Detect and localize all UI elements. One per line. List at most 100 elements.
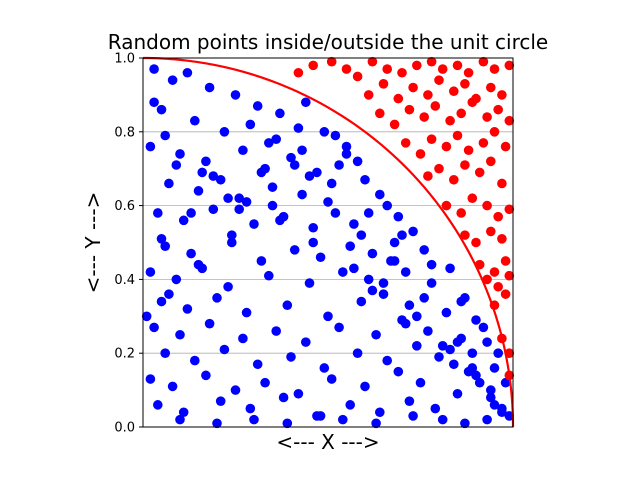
data-point	[497, 90, 507, 100]
data-point	[400, 267, 411, 277]
data-point	[426, 278, 437, 288]
data-point	[245, 403, 256, 414]
data-point	[208, 171, 219, 181]
data-point	[456, 208, 467, 218]
data-point	[423, 326, 433, 336]
data-point	[363, 90, 374, 100]
data-point	[315, 252, 326, 263]
data-point	[260, 377, 270, 388]
data-point	[204, 82, 215, 93]
data-point	[289, 160, 300, 170]
data-point	[178, 407, 189, 418]
data-point	[500, 377, 511, 388]
data-point	[190, 355, 200, 366]
data-point	[419, 245, 430, 255]
data-point	[160, 348, 170, 359]
data-point	[456, 108, 467, 119]
data-point	[349, 219, 359, 229]
data-point	[382, 64, 393, 74]
data-point	[367, 248, 378, 259]
data-point	[252, 101, 263, 111]
data-point	[363, 274, 374, 285]
data-point	[230, 90, 241, 100]
data-point	[264, 138, 274, 148]
data-point	[286, 152, 296, 163]
data-point	[441, 307, 452, 318]
data-point	[478, 322, 489, 333]
y-tick-label: 0.2	[114, 347, 135, 362]
data-point	[504, 60, 515, 71]
data-point	[352, 348, 363, 359]
data-point	[249, 414, 259, 425]
data-point	[489, 64, 500, 74]
data-point	[367, 285, 378, 296]
data-point	[500, 289, 511, 299]
data-point	[167, 381, 178, 392]
data-point	[419, 112, 430, 122]
data-point	[171, 160, 182, 170]
data-point	[445, 115, 455, 126]
data-point	[227, 230, 237, 240]
data-point	[223, 193, 233, 204]
data-point	[293, 388, 304, 399]
data-point	[367, 56, 378, 67]
data-point	[308, 237, 319, 248]
data-point	[175, 329, 185, 340]
data-point	[378, 289, 389, 299]
data-point	[282, 300, 293, 311]
data-point	[419, 293, 430, 303]
data-point	[460, 230, 470, 240]
data-point	[193, 186, 204, 196]
data-point	[190, 115, 200, 126]
data-point	[486, 226, 496, 237]
data-point	[149, 322, 159, 333]
data-point	[449, 359, 459, 370]
data-point	[334, 322, 344, 333]
data-point	[504, 270, 515, 281]
data-point	[297, 189, 307, 200]
data-point	[389, 119, 400, 130]
data-point	[153, 400, 163, 410]
data-point	[315, 411, 326, 421]
data-point	[256, 256, 267, 266]
data-point	[408, 82, 418, 93]
data-point	[382, 355, 393, 366]
data-point	[393, 211, 404, 222]
data-point	[460, 418, 470, 429]
data-point	[145, 141, 156, 152]
data-point	[323, 311, 333, 322]
data-point	[360, 381, 370, 392]
data-point	[186, 208, 196, 218]
y-tick-label: 0.6	[114, 199, 135, 214]
data-point	[449, 86, 459, 97]
data-point	[308, 222, 319, 233]
data-point	[345, 241, 356, 251]
data-point	[493, 281, 504, 292]
data-point	[500, 256, 511, 266]
data-point	[171, 274, 182, 285]
data-point	[234, 204, 244, 215]
data-point	[493, 211, 504, 222]
data-point	[375, 407, 385, 418]
data-point	[415, 377, 426, 388]
data-point	[275, 215, 285, 226]
data-point	[430, 101, 441, 111]
data-point	[430, 403, 441, 414]
data-point	[426, 259, 437, 270]
data-point	[408, 411, 418, 421]
blue-points-series	[141, 64, 515, 429]
data-point	[212, 293, 222, 303]
data-point	[319, 363, 330, 373]
data-point	[178, 215, 189, 226]
data-point	[238, 145, 248, 156]
data-point	[463, 67, 474, 78]
data-point	[215, 174, 226, 185]
data-point	[282, 418, 293, 429]
data-point	[426, 56, 437, 67]
data-point	[156, 234, 167, 244]
data-point	[404, 300, 415, 311]
data-point	[338, 267, 348, 277]
data-point	[489, 127, 500, 137]
y-tick-label: 0.0	[114, 421, 135, 436]
data-point	[434, 163, 444, 174]
